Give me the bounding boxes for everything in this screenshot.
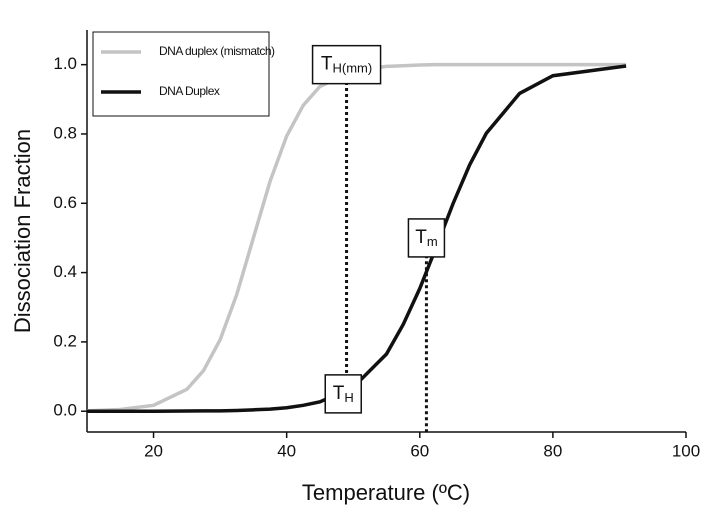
x-tick-label: 100 [672, 441, 700, 460]
legend-label: DNA Duplex [159, 84, 220, 98]
annotation-main: T [321, 54, 333, 75]
annotation-label: TH(mm) [321, 54, 372, 76]
x-tick-label: 60 [410, 441, 429, 460]
annotation-sub: m [427, 234, 438, 249]
annotation-label: Tm [415, 227, 437, 249]
legend-label: DNA duplex (mismatch) [159, 44, 275, 58]
x-tick-label: 40 [277, 441, 296, 460]
x-axis-title: Temperature (ºC) [302, 480, 470, 505]
annotation-box [324, 374, 362, 414]
y-tick-label: 0.8 [53, 123, 77, 142]
x-tick-label: 20 [144, 441, 163, 460]
legend-box [92, 31, 270, 117]
data-line [86, 62, 627, 413]
data-line [87, 64, 627, 413]
x-tick-label: 80 [543, 441, 562, 460]
annotation-box [407, 218, 446, 258]
annotation-label: TH [333, 383, 354, 405]
annotation-sub: H(mm) [333, 61, 373, 76]
annotation-box [311, 44, 382, 85]
y-axis-title: Dissociation Fraction [10, 129, 35, 333]
y-tick-label: 0.6 [53, 193, 77, 212]
annotation-main: T [333, 383, 345, 404]
annotation-main: T [415, 227, 427, 248]
y-tick-label: 1.0 [53, 54, 77, 73]
annotation-sub: H [344, 390, 353, 405]
y-tick-label: 0.4 [53, 262, 77, 281]
y-tick-label: 0.0 [53, 401, 77, 420]
y-tick-label: 0.2 [53, 331, 77, 350]
